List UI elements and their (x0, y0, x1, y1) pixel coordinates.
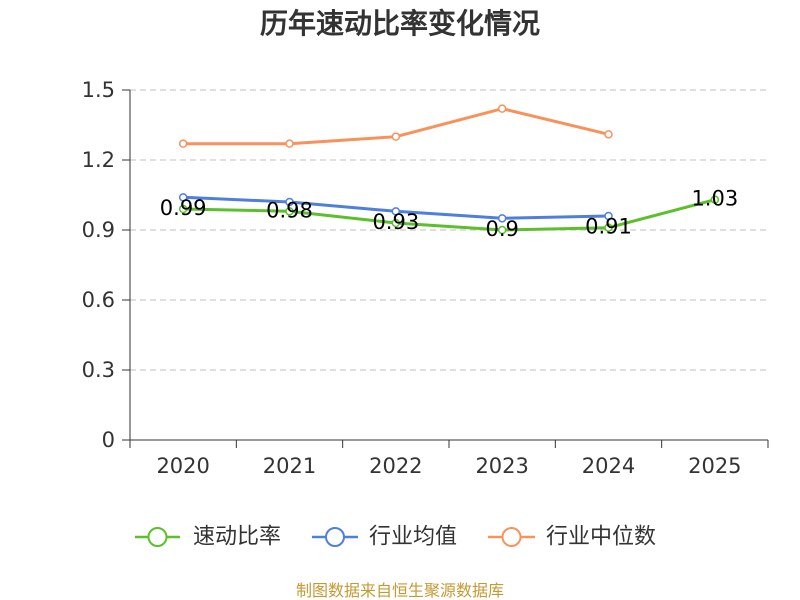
legend-item-quick-ratio[interactable]: 速动比率 (135, 525, 281, 550)
legend-item-industry-median[interactable]: 行业中位数 (488, 525, 656, 550)
x-tick-label: 2024 (582, 454, 635, 478)
x-tick-label: 2022 (369, 454, 422, 478)
legend-marker-industry-median (501, 527, 522, 547)
legend-item-industry-mean[interactable]: 行业均值 (312, 525, 457, 550)
y-tick-label: 0.3 (82, 358, 115, 382)
source-note: 制图数据来自恒生聚源数据库 (296, 581, 504, 600)
legend-marker-industry-mean (325, 527, 345, 547)
data-label: 0.91 (585, 215, 632, 239)
series-point-0[interactable] (391, 218, 401, 228)
series-point-1[interactable] (497, 214, 507, 223)
series-point-1[interactable] (285, 197, 294, 207)
legend-marker-quick-ratio (147, 527, 168, 547)
series-point-1[interactable] (391, 207, 401, 216)
series-point-2[interactable] (285, 139, 294, 148)
series-point-0[interactable] (285, 207, 294, 216)
series-point-1[interactable] (604, 211, 613, 221)
y-tick-label: 1.2 (82, 148, 115, 172)
legend-label-industry-median: 行业中位数 (546, 525, 656, 550)
y-tick-label: 0.9 (82, 218, 115, 242)
series-point-2[interactable] (391, 132, 401, 141)
data-label: 0.99 (160, 196, 207, 220)
axes: 0 0.3 0.6 0.9 1.2 1.5 2020 2021 2022 2023 2024 2025 (82, 78, 769, 478)
y-tick-label: 1.5 (82, 78, 115, 102)
series-point-2[interactable] (178, 139, 188, 148)
y-tick-label: 0.6 (82, 288, 115, 312)
series-lines (181, 107, 717, 232)
series-point-2[interactable] (604, 130, 613, 139)
x-tick-label: 2025 (688, 454, 741, 478)
x-tick-label: 2020 (156, 454, 209, 478)
chart-title: 历年速动比率变化情况 (260, 7, 540, 40)
series-markers (178, 104, 720, 235)
data-label: 1.03 (691, 187, 738, 211)
series-point-0[interactable] (710, 195, 720, 204)
series-line-0 (181, 198, 717, 232)
y-tick-label: 0 (102, 428, 115, 452)
series-point-0[interactable] (497, 225, 507, 235)
series-point-0[interactable] (178, 204, 188, 214)
legend-label-quick-ratio: 速动比率 (193, 525, 281, 550)
series-point-2[interactable] (497, 104, 507, 113)
series-point-1[interactable] (178, 193, 188, 202)
legend-label-industry-mean: 行业均值 (369, 525, 457, 550)
legend: 速动比率 行业均值 行业中位数 (135, 525, 656, 550)
data-label: 0.9 (485, 217, 518, 241)
x-tick-label: 2021 (263, 454, 316, 478)
data-label: 0.93 (372, 210, 419, 234)
data-label: 0.98 (266, 198, 313, 222)
series-point-0[interactable] (604, 223, 613, 232)
data-labels: 0.99 0.98 0.93 0.9 0.91 1.03 (160, 187, 738, 241)
gridlines (130, 89, 768, 371)
x-tick-label: 2023 (475, 454, 528, 478)
